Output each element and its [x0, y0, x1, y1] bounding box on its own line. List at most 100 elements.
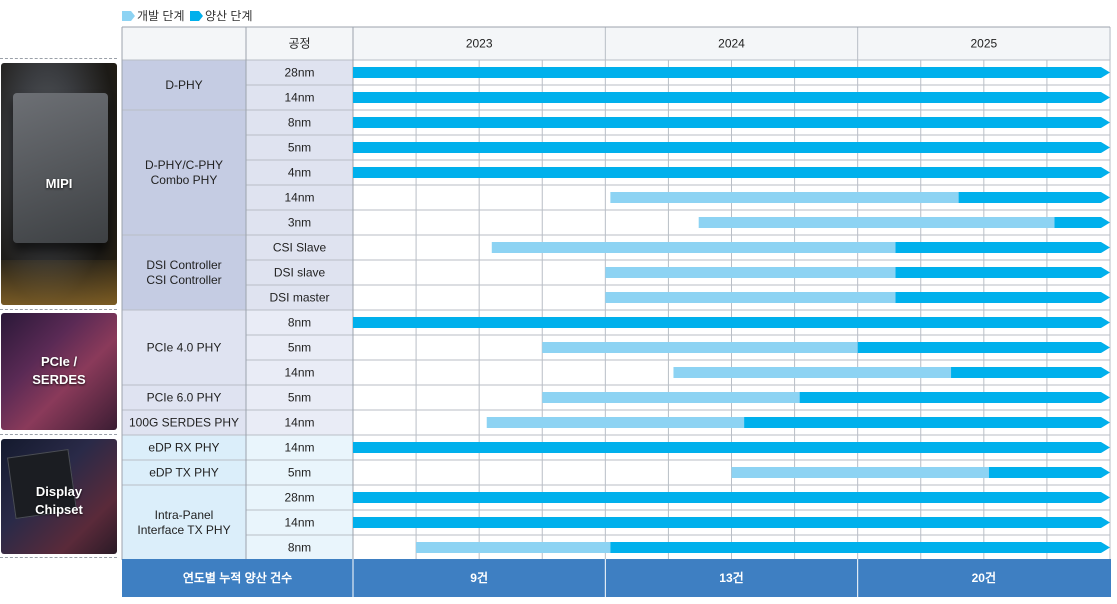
- process-label: 14nm: [284, 366, 314, 380]
- year-header: 2025: [970, 37, 997, 51]
- development-bar: [698, 217, 1055, 228]
- group-label: eDP TX PHY: [149, 466, 219, 480]
- process-cell: [246, 260, 353, 285]
- category-display-chipset: Display Chipset: [1, 439, 117, 554]
- group-cell: [122, 235, 246, 310]
- process-cell: [246, 110, 353, 135]
- group-cell: [122, 385, 246, 410]
- process-cell: [246, 85, 353, 110]
- development-bar: [542, 392, 800, 403]
- process-label: 8nm: [288, 541, 311, 555]
- legend-production-label: 양산 단계: [205, 9, 253, 23]
- production-bar: [988, 467, 1110, 478]
- footer-label: 연도별 누적 양산 건수: [183, 570, 292, 585]
- production-bar: [353, 317, 1110, 328]
- group-label: eDP RX PHY: [148, 441, 219, 455]
- process-cell: [246, 435, 353, 460]
- group-cell: [122, 110, 246, 235]
- header-row: [122, 27, 1111, 60]
- production-bar: [353, 442, 1110, 453]
- production-arrow-icon: [190, 11, 203, 21]
- development-bar: [416, 542, 611, 553]
- board-image: [1, 260, 117, 305]
- category-mipi: MIPI: [1, 63, 117, 305]
- chip-image: [13, 93, 108, 243]
- process-label: 5nm: [288, 391, 311, 405]
- footer-count: 13건: [719, 570, 743, 585]
- process-label: 4nm: [288, 166, 311, 180]
- production-bar: [895, 292, 1110, 303]
- legend-development-label: 개발 단계: [137, 9, 185, 23]
- process-label: 14nm: [284, 441, 314, 455]
- process-label: 5nm: [288, 341, 311, 355]
- footer-count: 9건: [470, 570, 488, 585]
- process-cell: [246, 310, 353, 335]
- production-bar: [951, 367, 1110, 378]
- production-bar: [895, 267, 1110, 278]
- process-cell: [246, 135, 353, 160]
- group-cell: [122, 60, 246, 110]
- process-cell: [246, 510, 353, 535]
- production-bar: [353, 92, 1110, 103]
- production-bar: [799, 392, 1110, 403]
- process-cell: [246, 60, 353, 85]
- development-bar: [605, 267, 896, 278]
- development-arrow-icon: [122, 11, 135, 21]
- development-bar: [542, 342, 858, 353]
- process-label: 14nm: [284, 516, 314, 530]
- production-bar: [857, 342, 1110, 353]
- process-cell: [246, 185, 353, 210]
- group-cell: [122, 485, 246, 560]
- production-bar: [1054, 217, 1110, 228]
- footer-count: 20건: [972, 570, 996, 585]
- process-label: 8nm: [288, 316, 311, 330]
- development-bar: [610, 192, 959, 203]
- group-label: Intra-Panel Interface TX PHY: [137, 508, 230, 537]
- group-label: D-PHY: [165, 78, 202, 92]
- divider: [0, 58, 117, 59]
- process-cell: [246, 385, 353, 410]
- process-label: 3nm: [288, 216, 311, 230]
- process-label: 28nm: [284, 66, 314, 80]
- footer-row: [122, 559, 1111, 597]
- process-cell: [246, 160, 353, 185]
- production-bar: [958, 192, 1110, 203]
- production-bar: [353, 67, 1110, 78]
- process-cell: [246, 235, 353, 260]
- process-label: DSI master: [269, 291, 329, 305]
- group-label: PCIe 6.0 PHY: [147, 391, 222, 405]
- development-bar: [486, 417, 745, 428]
- process-label: 5nm: [288, 466, 311, 480]
- process-label: DSI slave: [274, 266, 326, 280]
- group-label: 100G SERDES PHY: [129, 416, 239, 430]
- production-bar: [744, 417, 1110, 428]
- production-bar: [353, 142, 1110, 153]
- process-cell: [246, 485, 353, 510]
- process-label: 14nm: [284, 191, 314, 205]
- process-cell: [246, 460, 353, 485]
- group-cell: [122, 310, 246, 385]
- production-bar: [610, 542, 1110, 553]
- process-cell: [246, 335, 353, 360]
- process-label: 8nm: [288, 116, 311, 130]
- process-label: 14nm: [284, 416, 314, 430]
- divider: [0, 434, 117, 435]
- process-cell: [246, 535, 353, 560]
- group-label: PCIe 4.0 PHY: [147, 341, 222, 355]
- development-bar: [605, 292, 896, 303]
- category-label: MIPI: [45, 176, 73, 191]
- group-cell: [122, 435, 246, 460]
- process-label: 28nm: [284, 491, 314, 505]
- process-label: 5nm: [288, 141, 311, 155]
- process-cell: [246, 360, 353, 385]
- production-bar: [895, 242, 1110, 253]
- divider: [0, 557, 117, 558]
- group-cell: [122, 410, 246, 435]
- process-label: 14nm: [284, 91, 314, 105]
- process-cell: [246, 210, 353, 235]
- group-label: DSI Controller CSI Controller: [146, 258, 221, 287]
- production-bar: [353, 492, 1110, 503]
- process-cell: [246, 410, 353, 435]
- production-bar: [353, 167, 1110, 178]
